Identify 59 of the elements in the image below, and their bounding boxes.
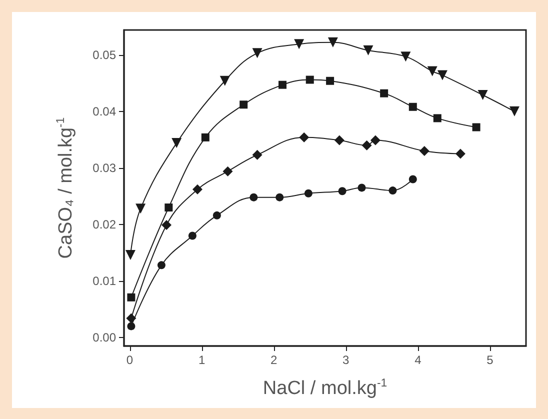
point: [162, 220, 172, 230]
point: [136, 204, 146, 214]
x-tick-label: 3: [342, 353, 350, 367]
point: [125, 250, 136, 260]
point: [328, 37, 338, 48]
point: [455, 148, 466, 159]
point: [201, 133, 210, 142]
point: [419, 146, 430, 156]
y-axis-title: CaSO₄ / mol.kg-1: [55, 117, 76, 259]
point: [363, 45, 374, 56]
point: [478, 90, 488, 100]
point: [222, 166, 233, 176]
y-tick-label: 0.00: [92, 330, 116, 345]
point: [472, 123, 480, 132]
point: [326, 76, 334, 85]
x-tick-label: 5: [486, 353, 494, 367]
point: [212, 211, 221, 220]
point: [127, 293, 136, 302]
point: [433, 114, 442, 122]
point: [380, 89, 388, 98]
y-tick-label: 0.03: [92, 160, 116, 175]
point: [358, 184, 366, 192]
point: [294, 39, 304, 50]
point: [220, 76, 230, 86]
point: [338, 187, 346, 196]
point: [427, 66, 438, 76]
point: [370, 135, 380, 146]
y-tick-label: 0.05: [92, 48, 116, 62]
point: [172, 138, 182, 148]
point: [252, 150, 262, 160]
y-tick-label: 0.04: [92, 104, 116, 118]
point: [400, 52, 411, 62]
point: [188, 232, 196, 240]
x-tick-label: 1: [198, 353, 206, 367]
point: [276, 193, 284, 202]
point: [306, 76, 314, 84]
y-tick-label: 0.01: [92, 274, 116, 288]
point: [252, 48, 262, 58]
point: [240, 100, 248, 109]
point: [304, 189, 312, 198]
point: [509, 106, 520, 116]
x-tick-label: 0: [126, 353, 134, 367]
point: [127, 322, 136, 330]
point: [192, 184, 202, 194]
x-tick-label: 4: [414, 353, 422, 367]
x-tick-label: 2: [270, 353, 278, 367]
point: [408, 102, 417, 111]
point: [408, 175, 417, 184]
y-tick-label: 0.02: [92, 217, 116, 232]
point: [126, 313, 136, 324]
point: [334, 135, 344, 146]
point: [278, 80, 286, 89]
point: [250, 193, 258, 202]
point: [164, 204, 173, 212]
point: [388, 186, 397, 195]
point: [362, 140, 372, 150]
point: [157, 261, 166, 270]
point: [437, 70, 448, 80]
point: [299, 132, 310, 142]
